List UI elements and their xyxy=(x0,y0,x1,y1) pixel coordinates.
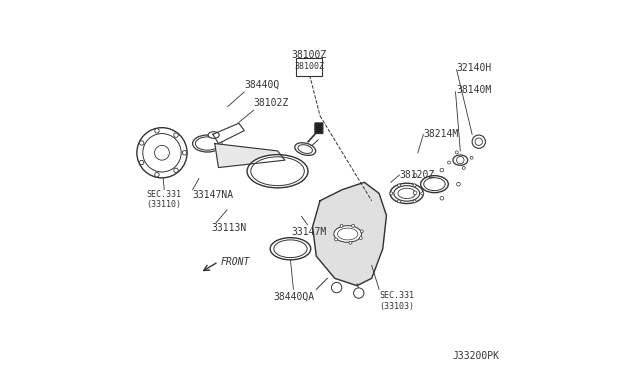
Circle shape xyxy=(390,192,393,195)
Circle shape xyxy=(455,151,458,154)
Circle shape xyxy=(397,200,401,203)
Text: 38120Z: 38120Z xyxy=(399,170,435,180)
Ellipse shape xyxy=(274,240,307,258)
Text: 38214M: 38214M xyxy=(424,129,459,139)
Text: FRONT: FRONT xyxy=(220,257,250,267)
Circle shape xyxy=(340,224,343,227)
Ellipse shape xyxy=(390,183,424,203)
Bar xyxy=(296,58,322,76)
Circle shape xyxy=(332,282,342,293)
Text: 38100Z: 38100Z xyxy=(291,51,326,61)
Ellipse shape xyxy=(195,137,220,150)
Circle shape xyxy=(335,238,337,241)
Circle shape xyxy=(143,134,181,172)
Ellipse shape xyxy=(337,228,358,240)
Circle shape xyxy=(413,191,417,195)
Circle shape xyxy=(472,135,485,148)
Ellipse shape xyxy=(398,188,415,199)
Circle shape xyxy=(470,156,473,159)
Text: 38100Z: 38100Z xyxy=(294,62,324,71)
Polygon shape xyxy=(213,123,244,144)
Circle shape xyxy=(351,224,355,227)
Text: SEC.331
(33110): SEC.331 (33110) xyxy=(147,190,182,209)
Polygon shape xyxy=(215,144,285,167)
Ellipse shape xyxy=(424,178,445,190)
Ellipse shape xyxy=(270,238,311,260)
Circle shape xyxy=(359,237,362,240)
Circle shape xyxy=(413,200,416,203)
Circle shape xyxy=(174,133,178,137)
Ellipse shape xyxy=(453,155,468,165)
Text: 32140H: 32140H xyxy=(456,63,492,73)
Ellipse shape xyxy=(394,186,420,201)
Circle shape xyxy=(413,174,417,177)
Ellipse shape xyxy=(420,176,448,193)
Ellipse shape xyxy=(298,145,312,153)
Text: SEC.331
(33103): SEC.331 (33103) xyxy=(379,291,414,311)
Text: 33113N: 33113N xyxy=(211,223,246,233)
Polygon shape xyxy=(312,182,387,286)
Circle shape xyxy=(140,141,144,145)
Circle shape xyxy=(360,230,364,233)
Circle shape xyxy=(440,196,444,200)
Circle shape xyxy=(475,138,483,145)
Ellipse shape xyxy=(247,155,308,188)
Circle shape xyxy=(349,241,352,244)
Text: 38102Z: 38102Z xyxy=(253,99,289,109)
Circle shape xyxy=(456,182,460,186)
Text: J33200PK: J33200PK xyxy=(452,352,499,361)
Ellipse shape xyxy=(251,157,304,186)
Circle shape xyxy=(155,129,159,133)
Ellipse shape xyxy=(295,143,316,155)
FancyBboxPatch shape xyxy=(315,123,323,134)
Ellipse shape xyxy=(334,226,362,242)
Text: 33147NA: 33147NA xyxy=(193,190,234,200)
Circle shape xyxy=(447,161,451,164)
Circle shape xyxy=(397,184,401,187)
Circle shape xyxy=(155,173,159,177)
Circle shape xyxy=(353,288,364,298)
Circle shape xyxy=(182,151,187,155)
Text: 38140M: 38140M xyxy=(456,85,492,95)
Text: 38440QA: 38440QA xyxy=(273,291,315,301)
Circle shape xyxy=(137,128,187,178)
Text: 38440Q: 38440Q xyxy=(244,80,280,90)
Circle shape xyxy=(140,160,144,165)
Circle shape xyxy=(174,168,178,173)
Circle shape xyxy=(462,166,465,169)
Circle shape xyxy=(420,192,424,195)
Circle shape xyxy=(440,168,444,172)
Text: 33147M: 33147M xyxy=(291,227,326,237)
Circle shape xyxy=(155,145,170,160)
Ellipse shape xyxy=(193,135,222,152)
Circle shape xyxy=(456,157,464,164)
Circle shape xyxy=(413,184,416,187)
Ellipse shape xyxy=(208,132,220,138)
